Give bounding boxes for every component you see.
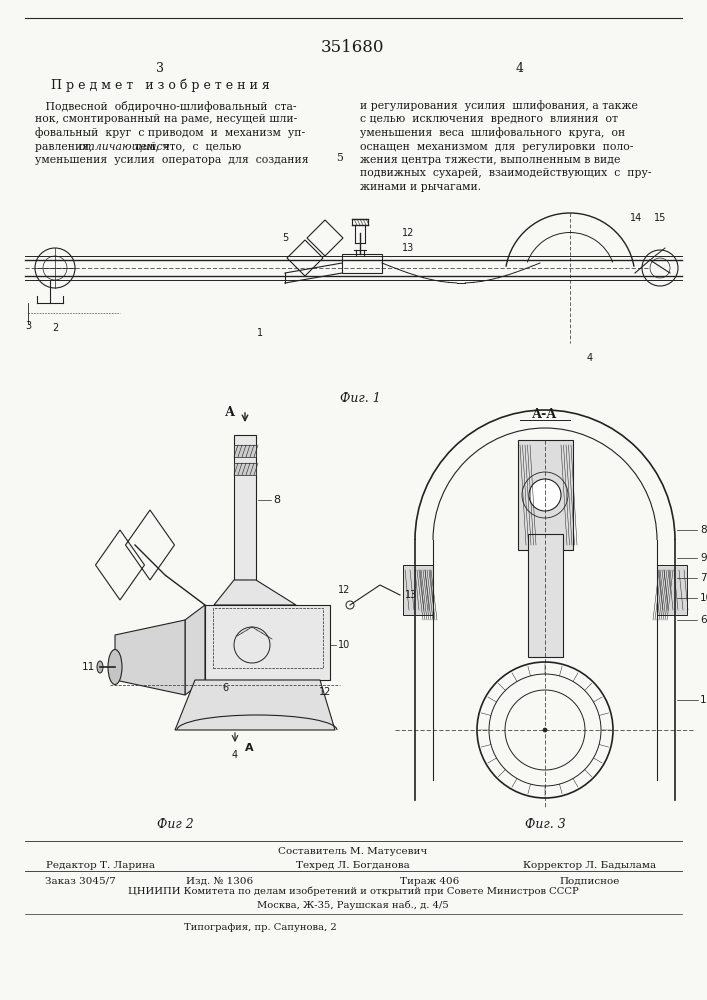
Text: жения центра тяжести, выполненным в виде: жения центра тяжести, выполненным в виде (360, 155, 620, 165)
Polygon shape (175, 680, 335, 730)
Text: 351680: 351680 (321, 39, 385, 56)
Text: Техред Л. Богданова: Техред Л. Богданова (296, 861, 410, 870)
Text: Подписное: Подписное (560, 876, 620, 886)
Polygon shape (214, 580, 296, 605)
Text: и регулирования  усилия  шлифования, а также: и регулирования усилия шлифования, а так… (360, 101, 638, 111)
Text: Заказ 3045/7: Заказ 3045/7 (45, 876, 115, 886)
Bar (528, 534, 563, 657)
Bar (518, 440, 573, 550)
Text: 13: 13 (402, 243, 414, 253)
Text: уменьшения  веса  шлифовального  круга,  он: уменьшения веса шлифовального круга, он (360, 128, 625, 138)
Text: А-А: А-А (532, 408, 558, 422)
Text: 12: 12 (402, 228, 414, 238)
Text: 1: 1 (700, 695, 706, 705)
Text: Тираж 406: Тираж 406 (400, 876, 460, 886)
Text: 10: 10 (700, 593, 707, 603)
Polygon shape (185, 605, 205, 695)
Text: Подвесной  обдирочно-шлифовальный  ста-: Подвесной обдирочно-шлифовальный ста- (35, 101, 296, 111)
Text: 5: 5 (282, 233, 288, 243)
Text: 1: 1 (257, 328, 263, 338)
Text: Редактор Т. Ларина: Редактор Т. Ларина (45, 861, 155, 870)
Text: П р е д м е т   и з о б р е т е н и я: П р е д м е т и з о б р е т е н и я (51, 78, 269, 92)
Text: 15: 15 (654, 213, 666, 223)
Text: ЦНИИПИ Комитета по делам изобретений и открытий при Совете Министров СССР: ЦНИИПИ Комитета по делам изобретений и о… (128, 886, 578, 896)
Text: жинами и рычагами.: жинами и рычагами. (360, 182, 481, 192)
Polygon shape (205, 605, 330, 680)
Text: 8: 8 (700, 525, 706, 535)
Text: тем, что,  с  целью: тем, что, с целью (131, 141, 241, 151)
Text: 6: 6 (222, 683, 228, 693)
Text: Составитель М. Матусевич: Составитель М. Матусевич (279, 846, 428, 856)
Text: 11: 11 (82, 662, 95, 672)
Text: 4: 4 (587, 353, 593, 363)
Bar (657, 565, 687, 615)
Text: Корректор Л. Бадылама: Корректор Л. Бадылама (523, 861, 657, 870)
Text: Фиг 2: Фиг 2 (157, 818, 194, 832)
Text: оснащен  механизмом  для  регулировки  поло-: оснащен механизмом для регулировки поло- (360, 141, 633, 151)
Bar (234, 445, 256, 457)
Text: А: А (225, 406, 235, 418)
Text: 10: 10 (338, 640, 350, 650)
Bar (234, 435, 256, 580)
Text: с целью  исключения  вредного  влияния  от: с целью исключения вредного влияния от (360, 114, 618, 124)
Text: 3: 3 (25, 321, 31, 331)
Text: нок, смонтированный на раме, несущей шли-: нок, смонтированный на раме, несущей шли… (35, 114, 297, 124)
Bar (234, 463, 256, 475)
Circle shape (543, 728, 547, 732)
Text: Типография, пр. Сапунова, 2: Типография, пр. Сапунова, 2 (184, 924, 337, 932)
Text: 12: 12 (319, 687, 331, 697)
Text: 12: 12 (338, 585, 351, 595)
Text: 5: 5 (337, 153, 344, 163)
Text: 6: 6 (700, 615, 706, 625)
Polygon shape (115, 620, 185, 695)
Text: 8: 8 (273, 495, 280, 505)
Text: 13: 13 (405, 590, 417, 600)
Text: 9: 9 (700, 553, 706, 563)
Ellipse shape (108, 650, 122, 684)
Text: 3: 3 (156, 62, 164, 75)
Text: 2: 2 (52, 323, 58, 333)
Text: 7: 7 (700, 573, 706, 583)
Text: фовальный  круг  с приводом  и  механизм  уп-: фовальный круг с приводом и механизм уп- (35, 128, 305, 138)
Text: 14: 14 (630, 213, 642, 223)
Text: 4: 4 (516, 62, 524, 75)
Bar (213, 608, 323, 668)
Text: отличающийся: отличающийся (78, 141, 170, 152)
Text: Москва, Ж-35, Раушская наб., д. 4/5: Москва, Ж-35, Раушская наб., д. 4/5 (257, 900, 449, 910)
Bar (403, 565, 433, 615)
Text: равления,: равления, (35, 141, 96, 151)
Text: Фиг. 1: Фиг. 1 (339, 391, 380, 404)
Text: 4: 4 (232, 750, 238, 760)
Text: Изд. № 1306: Изд. № 1306 (187, 876, 254, 886)
Text: подвижных  сухарей,  взаимодействующих  с  пру-: подвижных сухарей, взаимодействующих с п… (360, 168, 651, 178)
Circle shape (529, 479, 561, 511)
Text: уменьшения  усилия  оператора  для  создания: уменьшения усилия оператора для создания (35, 155, 309, 165)
Text: А: А (245, 743, 254, 753)
Text: Фиг. 3: Фиг. 3 (525, 818, 566, 832)
Ellipse shape (97, 661, 103, 673)
